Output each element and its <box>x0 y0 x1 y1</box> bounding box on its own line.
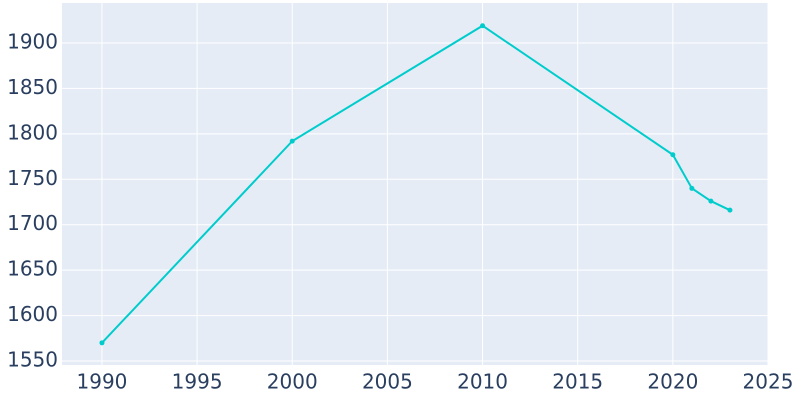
x-tick-label: 2010 <box>457 370 508 394</box>
x-tick-label: 2015 <box>552 370 603 394</box>
data-point <box>480 23 486 29</box>
y-tick-label: 1600 <box>7 302 58 326</box>
x-tick-label: 1990 <box>77 370 128 394</box>
x-tick-label: 2000 <box>267 370 318 394</box>
x-tick-label: 2020 <box>647 370 698 394</box>
y-tick-label: 1800 <box>7 120 58 144</box>
x-tick-label: 1995 <box>172 370 223 394</box>
y-tick-label: 1700 <box>7 211 58 235</box>
plot-area <box>62 3 768 365</box>
y-tick-label: 1850 <box>7 75 58 99</box>
data-point <box>727 207 733 213</box>
data-point <box>689 185 695 191</box>
y-tick-label: 1900 <box>7 29 58 53</box>
y-tick-label: 1550 <box>7 348 58 372</box>
x-tick-label: 2005 <box>362 370 413 394</box>
data-point <box>289 138 295 144</box>
data-point <box>670 152 676 158</box>
y-tick-label: 1750 <box>7 166 58 190</box>
data-point <box>99 340 105 346</box>
data-point <box>708 198 714 204</box>
x-tick-label: 2025 <box>743 370 794 394</box>
y-tick-label: 1650 <box>7 257 58 281</box>
